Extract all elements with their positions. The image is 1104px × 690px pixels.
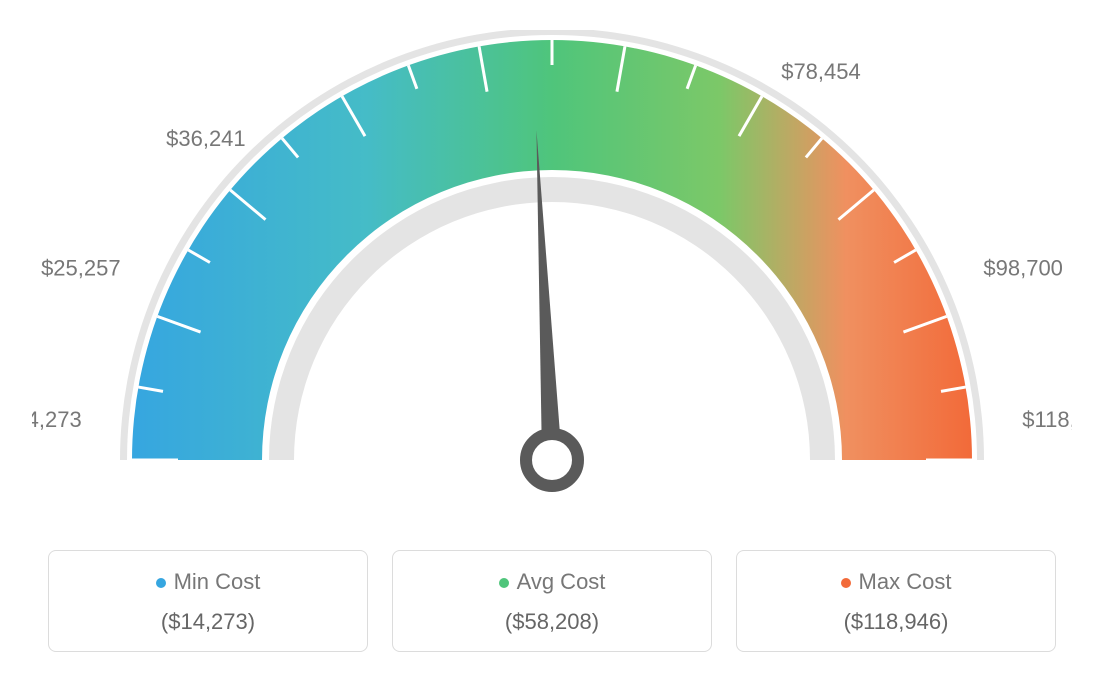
dot-avg [499, 578, 509, 588]
legend-label-avg: Avg Cost [403, 569, 701, 595]
legend-row: Min Cost ($14,273) Avg Cost ($58,208) Ma… [20, 550, 1084, 652]
gauge-tick-label: $14,273 [32, 407, 82, 432]
legend-label-max: Max Cost [747, 569, 1045, 595]
gauge-tick-label: $78,454 [781, 59, 861, 84]
legend-value-min: ($14,273) [59, 609, 357, 635]
legend-box-min: Min Cost ($14,273) [48, 550, 368, 652]
dot-min [156, 578, 166, 588]
cost-gauge: $14,273$25,257$36,241$58,208$78,454$98,7… [32, 30, 1072, 520]
legend-box-max: Max Cost ($118,946) [736, 550, 1056, 652]
legend-label-avg-text: Avg Cost [517, 569, 606, 594]
gauge-hub [526, 434, 578, 486]
gauge-tick-label: $118,946 [1022, 407, 1072, 432]
legend-value-avg: ($58,208) [403, 609, 701, 635]
gauge-tick-label: $98,700 [983, 255, 1063, 280]
gauge-container: $14,273$25,257$36,241$58,208$78,454$98,7… [20, 30, 1084, 520]
gauge-tick-label: $25,257 [41, 255, 121, 280]
gauge-tick-label: $36,241 [166, 126, 246, 151]
dot-max [841, 578, 851, 588]
legend-value-max: ($118,946) [747, 609, 1045, 635]
legend-label-max-text: Max Cost [859, 569, 952, 594]
legend-label-min-text: Min Cost [174, 569, 261, 594]
legend-label-min: Min Cost [59, 569, 357, 595]
legend-box-avg: Avg Cost ($58,208) [392, 550, 712, 652]
